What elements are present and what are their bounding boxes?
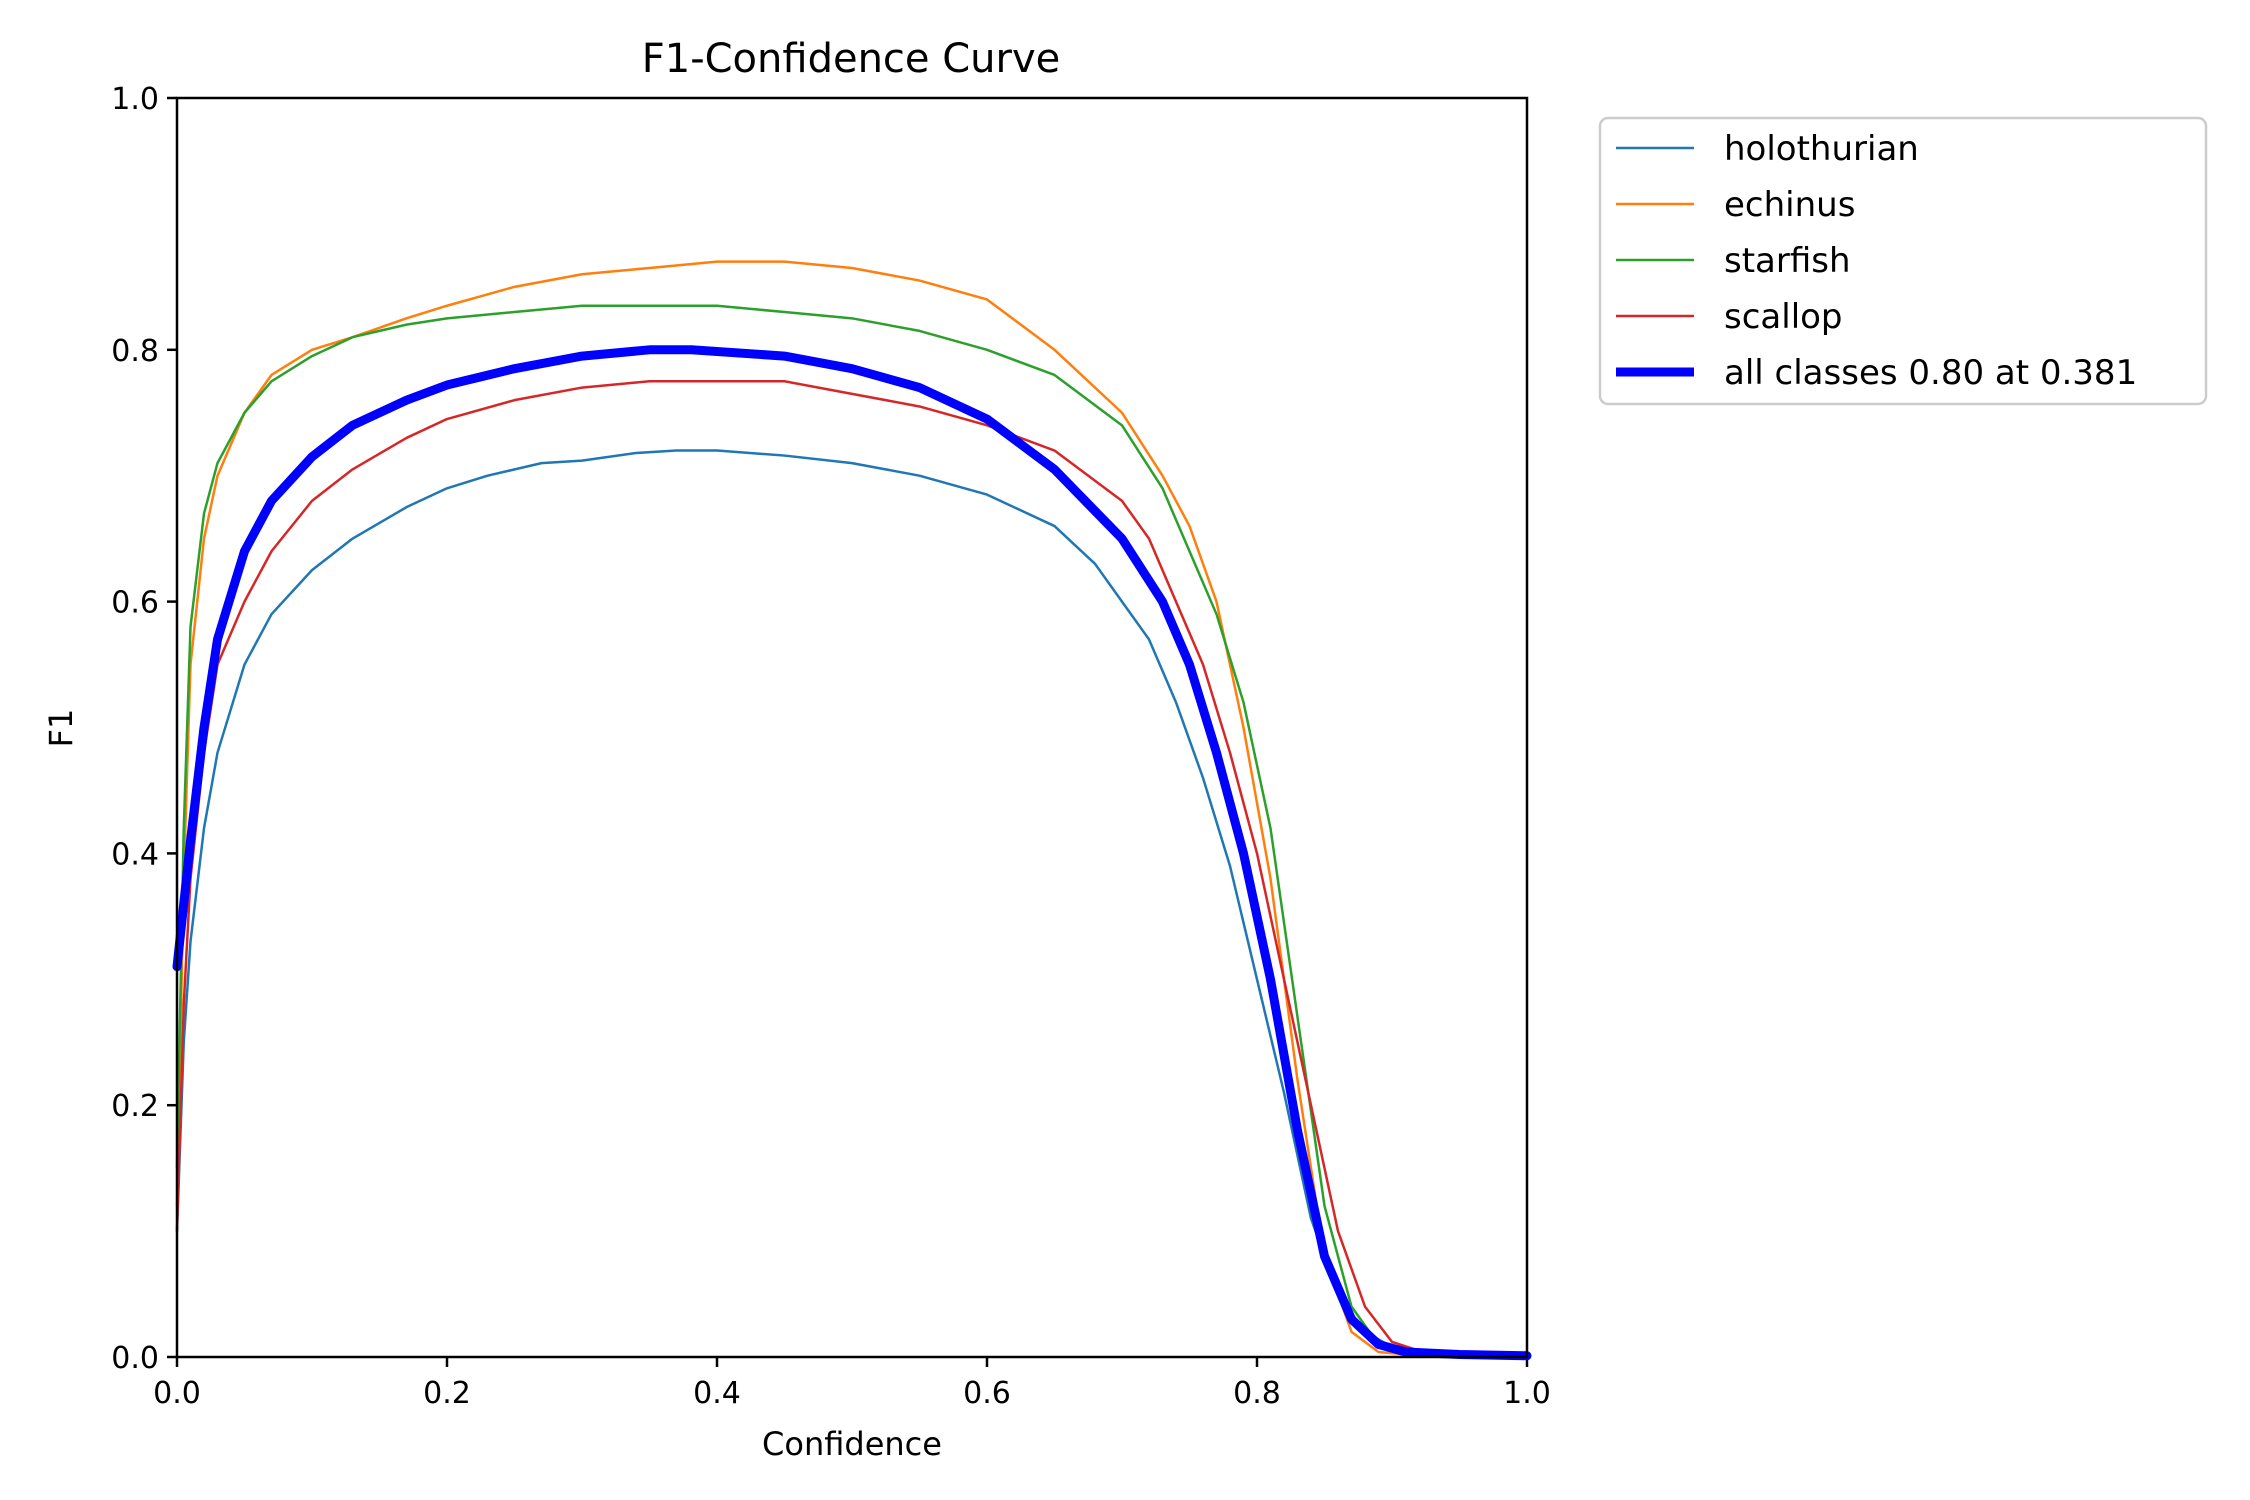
y-tick-label: 0.4 [111, 837, 159, 872]
x-tick-label: 0.6 [963, 1376, 1011, 1411]
y-tick-label: 0.8 [111, 334, 159, 369]
legend: holothurian echinus starfish scallop all cla… [1598, 116, 2208, 406]
series-lines [172, 260, 1532, 1361]
legend-label-all-classes: all classes 0.80 at 0.381 [1724, 353, 2137, 393]
plot-frame [175, 96, 1529, 1359]
y-tick-label: 0.2 [111, 1089, 159, 1124]
legend-label-holothurian: holothurian [1724, 129, 1919, 169]
axis-ticks: 0.0 0.2 0.4 0.6 0.8 1.0 0.0 0.2 0.4 0.6 0.8 1.0 [111, 82, 1551, 1411]
y-axis-title: F1 [42, 709, 80, 748]
y-tick-label: 1.0 [111, 82, 159, 117]
y-tick-label: 0.6 [111, 586, 159, 621]
x-tick-label: 0.2 [423, 1376, 471, 1411]
series-line-starfish [175, 304, 1529, 1357]
legend-box [1598, 116, 2208, 406]
series-line-holothurian [175, 449, 1529, 1357]
series-line-scallop [175, 380, 1529, 1357]
x-tick-label: 0.0 [153, 1376, 201, 1411]
legend-label-scallop: scallop [1724, 297, 1843, 337]
y-tick-label: 0.0 [111, 1341, 159, 1376]
x-axis-title: Confidence [762, 1425, 942, 1463]
legend-label-echinus: echinus [1724, 185, 1855, 225]
legend-label-starfish: starfish [1724, 241, 1851, 281]
x-tick-label: 0.4 [693, 1376, 741, 1411]
chart-title: F1-Confidence Curve [642, 36, 1061, 82]
x-tick-label: 1.0 [1503, 1376, 1551, 1411]
x-tick-label: 0.8 [1233, 1376, 1281, 1411]
series-line-all-classes [172, 345, 1532, 1361]
